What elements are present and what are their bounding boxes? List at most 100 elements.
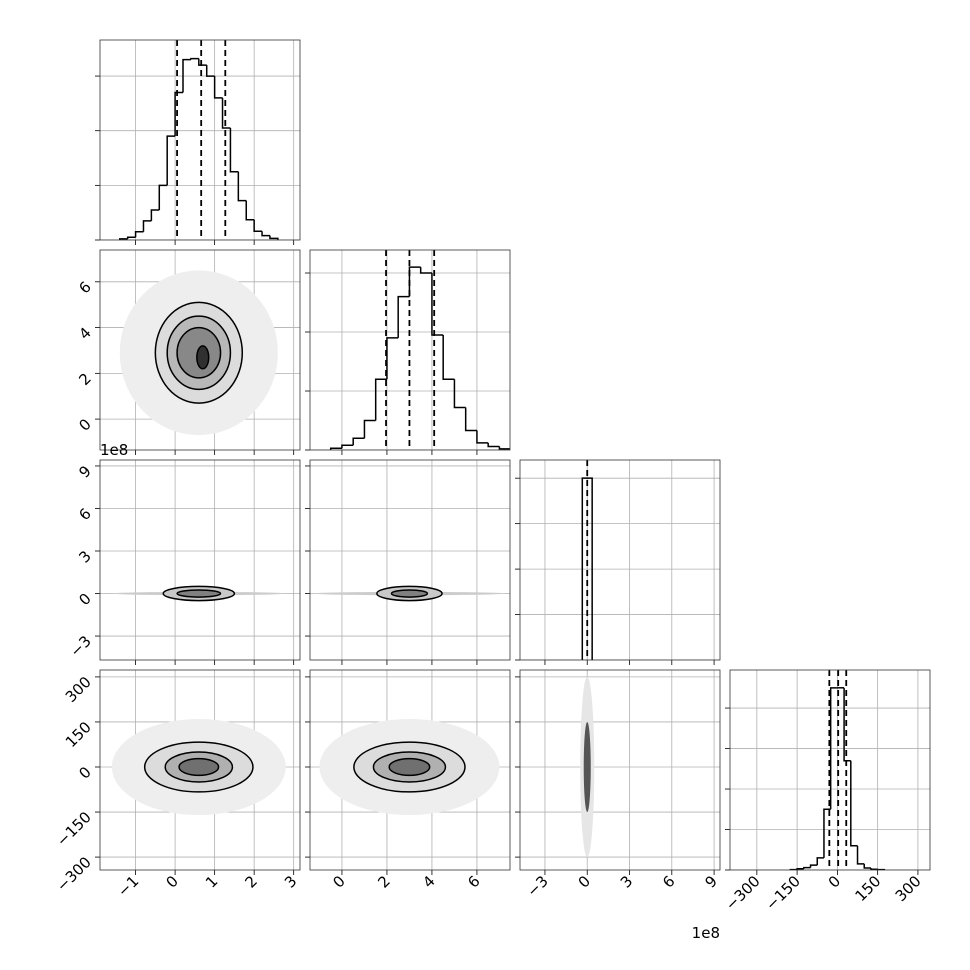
contour bbox=[176, 589, 222, 598]
density-cloud bbox=[583, 721, 591, 813]
hist-step bbox=[386, 337, 399, 380]
panel bbox=[515, 459, 721, 665]
hist-step bbox=[408, 266, 421, 297]
panel-area bbox=[100, 40, 300, 240]
hist-step bbox=[374, 378, 387, 421]
hist-step bbox=[269, 235, 279, 240]
hist-step bbox=[809, 864, 818, 868]
panel-frame bbox=[729, 669, 931, 871]
hist-step bbox=[823, 808, 831, 858]
panel-frame bbox=[519, 669, 721, 871]
panel: −300−150 0 150 300 bbox=[722, 669, 931, 914]
hist-step bbox=[221, 97, 231, 129]
hist-step bbox=[158, 184, 168, 210]
y-tick-label: 0 bbox=[75, 590, 94, 609]
hist-step bbox=[329, 447, 342, 450]
panel: −1 0 1 2 3 −300−150 0 150 300 bbox=[53, 669, 301, 900]
y-tick-label: 6 bbox=[75, 278, 94, 297]
hist-step bbox=[142, 220, 152, 232]
y-tick-label: 4 bbox=[75, 324, 94, 343]
y-tick-label: 0 bbox=[75, 415, 94, 434]
hist-step bbox=[253, 219, 263, 233]
hist-step bbox=[150, 209, 160, 221]
y-tick-label: −3 bbox=[66, 632, 94, 660]
x-offset-label: 1e8 bbox=[692, 924, 720, 942]
hist-step bbox=[190, 57, 199, 60]
y-tick-label: 2 bbox=[75, 369, 94, 388]
hist-step bbox=[397, 295, 410, 338]
panel-frame bbox=[309, 459, 511, 661]
contour bbox=[196, 345, 210, 370]
hist-step bbox=[419, 267, 432, 274]
panel-area bbox=[310, 670, 510, 870]
y-tick-label: 6 bbox=[75, 505, 94, 524]
x-tick-label: 0 bbox=[575, 872, 594, 891]
contour bbox=[390, 589, 429, 598]
contour bbox=[178, 757, 220, 777]
panel: −3 0 3 6 9 1e8 bbox=[515, 669, 721, 942]
x-tick-label: 0 bbox=[162, 872, 181, 891]
hist-step bbox=[198, 58, 207, 66]
x-tick-label: −1 bbox=[114, 872, 142, 900]
x-tick-label: 2 bbox=[242, 872, 261, 891]
x-tick-label: 0 bbox=[825, 872, 844, 891]
panel-frame bbox=[99, 39, 301, 241]
panel-frame bbox=[99, 459, 301, 661]
hist-step bbox=[363, 419, 376, 439]
hist-step bbox=[803, 866, 811, 869]
x-tick-label: 3 bbox=[281, 872, 300, 891]
hist-step bbox=[166, 135, 176, 186]
hist-step bbox=[352, 437, 365, 446]
hist-step bbox=[134, 231, 144, 238]
panel-frame bbox=[309, 249, 511, 451]
x-tick-label: 9 bbox=[701, 872, 720, 891]
panel-area bbox=[100, 670, 300, 870]
panel: −3 0 3 6 9 1e8 bbox=[66, 441, 301, 665]
x-tick-label: 2 bbox=[374, 872, 393, 891]
hist-step bbox=[476, 430, 489, 444]
hist-step bbox=[856, 845, 865, 865]
hist-step bbox=[453, 379, 466, 409]
hist-step bbox=[229, 127, 239, 173]
x-tick-label: 1 bbox=[202, 872, 221, 891]
panel-frame bbox=[309, 669, 511, 871]
panel bbox=[95, 39, 301, 245]
x-tick-label: 3 bbox=[617, 872, 636, 891]
panel-area bbox=[310, 250, 510, 450]
panel bbox=[305, 459, 511, 665]
hist-step bbox=[261, 231, 270, 237]
panel-area bbox=[310, 460, 510, 660]
hist-step bbox=[464, 407, 477, 432]
hist-step bbox=[796, 868, 804, 870]
hist-step bbox=[843, 687, 851, 762]
x-tick-label: 0 bbox=[329, 872, 348, 891]
hist-step bbox=[816, 857, 824, 866]
hist-step bbox=[487, 442, 500, 448]
contour bbox=[388, 757, 431, 777]
panel-area bbox=[520, 460, 720, 660]
x-tick-label: 4 bbox=[419, 872, 438, 891]
hist-step bbox=[237, 171, 247, 202]
y-offset-label: 1e8 bbox=[100, 441, 128, 459]
hist-step bbox=[341, 444, 354, 449]
y-tick-label: 9 bbox=[75, 462, 94, 481]
hist-step bbox=[431, 273, 444, 336]
panel-area bbox=[520, 670, 720, 870]
hist-step bbox=[863, 863, 871, 869]
panel-area bbox=[100, 460, 300, 660]
hist-step bbox=[498, 446, 510, 450]
panel: 0 2 4 6 bbox=[75, 249, 301, 455]
x-tick-label: 300 bbox=[892, 872, 925, 905]
y-tick-label: 300 bbox=[62, 673, 95, 706]
panel bbox=[305, 249, 511, 455]
y-tick-label: 3 bbox=[75, 547, 94, 566]
y-tick-label: −300 bbox=[53, 853, 95, 895]
hist-step bbox=[126, 236, 136, 239]
hist-step bbox=[174, 91, 184, 137]
hist-step bbox=[213, 76, 223, 99]
x-tick-label: −300 bbox=[722, 872, 764, 914]
x-tick-label: −150 bbox=[762, 872, 804, 914]
panel-frame bbox=[99, 669, 301, 871]
